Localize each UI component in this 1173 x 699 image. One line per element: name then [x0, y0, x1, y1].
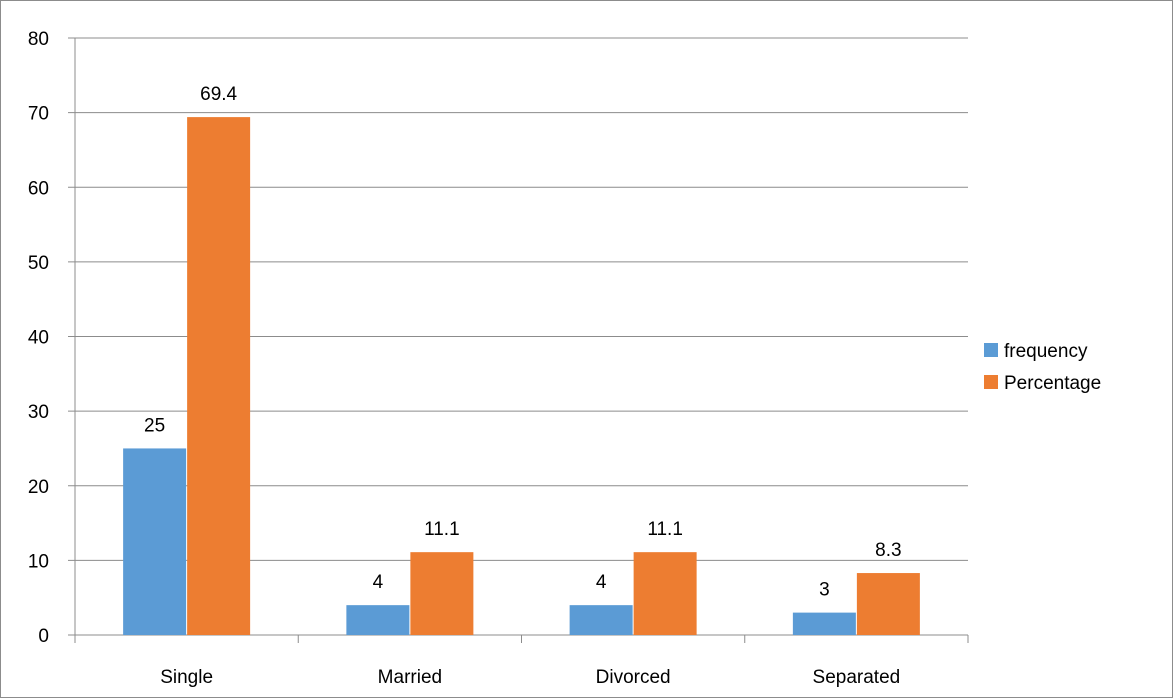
- x-category-label: Married: [378, 667, 442, 688]
- bar-frequency: [346, 605, 410, 635]
- y-tick-label: 30: [28, 402, 49, 423]
- bar-frequency: [569, 605, 633, 635]
- legend-label: frequency: [1004, 341, 1088, 362]
- data-label: 69.4: [200, 84, 237, 105]
- y-tick-label: 20: [28, 477, 49, 498]
- bar-frequency: [792, 612, 856, 635]
- y-tick-label: 70: [28, 104, 49, 125]
- data-label: 3: [819, 580, 830, 601]
- bar-percentage: [856, 573, 920, 635]
- data-label: 4: [596, 572, 607, 593]
- bar-frequency: [123, 448, 187, 635]
- legend-swatch: [984, 343, 998, 357]
- x-category-label: Single: [160, 667, 213, 688]
- legend-swatch: [984, 375, 998, 389]
- bar-percentage: [410, 552, 474, 635]
- x-category-label: Divorced: [596, 667, 671, 688]
- y-tick-label: 50: [28, 253, 49, 274]
- y-tick-label: 40: [28, 328, 49, 349]
- y-tick-label: 10: [28, 551, 49, 572]
- data-label: 11.1: [424, 519, 460, 540]
- data-labels: 25 69.4 4 11.1 4 11.1 3 8.3: [144, 84, 902, 601]
- data-label: 8.3: [875, 540, 901, 561]
- legend: frequency Percentage: [984, 341, 1101, 394]
- bar-percentage: [633, 552, 697, 635]
- y-tick-label: 80: [28, 29, 49, 50]
- axes: 0 10 20 30 40 50 60 70 80 Single Married Divorced Se…: [28, 29, 969, 688]
- y-tick-label: 60: [28, 178, 49, 199]
- bars: [123, 117, 920, 636]
- legend-label: Percentage: [1004, 373, 1101, 394]
- bar-percentage: [187, 117, 251, 636]
- data-label: 4: [373, 572, 384, 593]
- x-category-label: Separated: [813, 667, 901, 688]
- data-label: 11.1: [647, 519, 683, 540]
- data-label: 25: [144, 415, 165, 436]
- y-tick-label: 0: [38, 626, 49, 647]
